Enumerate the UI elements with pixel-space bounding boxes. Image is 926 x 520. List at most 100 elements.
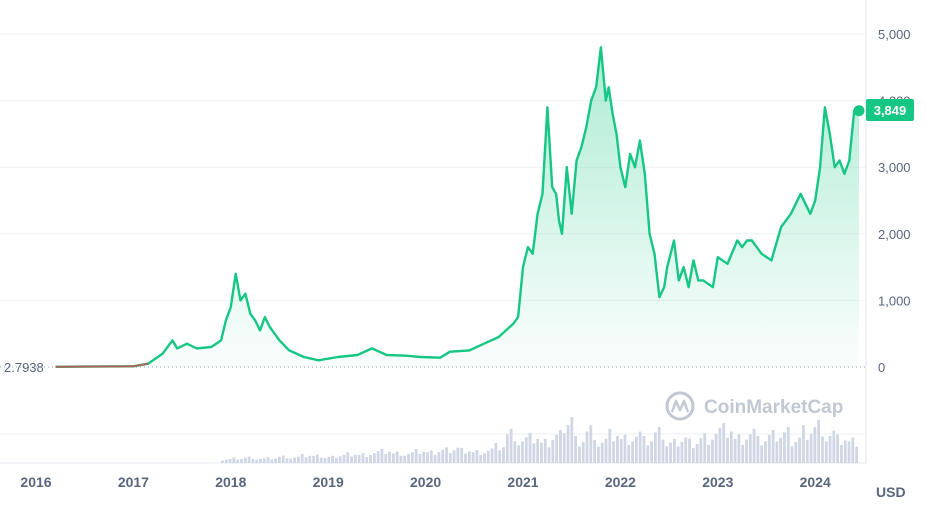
volume-bar <box>524 437 528 463</box>
volume-bar <box>437 452 441 463</box>
volume-bar <box>475 450 479 463</box>
volume-bar <box>243 457 247 463</box>
volume-bar <box>456 447 460 463</box>
volume-bar <box>433 454 437 463</box>
volume-bar <box>410 452 414 463</box>
volume-bar <box>532 443 536 463</box>
volume-bar <box>429 450 433 463</box>
volume-bar <box>255 459 259 463</box>
volume-bar <box>418 454 422 463</box>
volume-bar <box>847 441 851 463</box>
volume-bar <box>578 446 581 463</box>
volume-bar <box>855 446 859 463</box>
volume-bar <box>779 437 783 463</box>
volume-bar <box>426 452 429 463</box>
volume-bar <box>703 433 707 463</box>
volume-bar <box>517 445 521 463</box>
volume-bar <box>407 453 410 463</box>
y-tick-label: 1,000 <box>878 293 911 308</box>
volume-bar <box>627 445 631 463</box>
volume-bar <box>722 423 726 463</box>
volume-bar <box>688 438 691 463</box>
volume-bar <box>798 437 802 463</box>
volume-bar <box>562 433 566 463</box>
volume-bar <box>665 446 669 463</box>
volume-bar <box>748 434 752 463</box>
volume-bar <box>714 433 718 463</box>
start-price-label: 2.7938 <box>4 360 44 375</box>
volume-bar <box>285 458 289 463</box>
x-tick-label: 2023 <box>702 474 733 490</box>
volume-bar <box>646 445 650 463</box>
volume-bar <box>566 425 570 463</box>
volume-bar <box>464 453 467 463</box>
volume-bar <box>441 449 445 463</box>
volume-bar <box>224 459 228 463</box>
volume-bar <box>642 436 646 463</box>
volume-bar <box>710 439 714 463</box>
volume-bar <box>327 456 331 463</box>
volume-bar <box>840 445 843 463</box>
volume-bar <box>262 458 266 463</box>
volume-bar <box>570 417 574 463</box>
volume-bar <box>403 455 407 463</box>
volume-bar <box>350 456 353 463</box>
volume-bar <box>445 447 448 463</box>
price-series-early-segment <box>55 362 149 368</box>
volume-bar <box>467 451 471 463</box>
volume-bar <box>741 445 745 463</box>
x-tick-label: 2022 <box>605 474 636 490</box>
volume-bar <box>452 450 456 463</box>
x-tick-label: 2021 <box>507 474 538 490</box>
volume-bar <box>805 439 809 463</box>
volume-bar <box>528 433 532 463</box>
volume-bar <box>745 439 748 463</box>
volume-bar <box>604 438 608 463</box>
volume-bar <box>669 442 672 463</box>
volume-bar <box>756 436 760 463</box>
volume-bar <box>619 439 623 463</box>
volume-bar <box>809 433 813 463</box>
volume-bar <box>289 458 293 463</box>
volume-bar <box>615 436 619 463</box>
volume-bar <box>414 449 418 463</box>
volume-bar <box>783 432 786 463</box>
current-price-tag: 3,849 <box>853 99 914 121</box>
volume-bar <box>361 453 365 463</box>
price-area-fill <box>55 47 859 368</box>
volume-bar <box>559 430 562 463</box>
volume-bar <box>581 442 585 463</box>
grid-lines <box>0 0 867 464</box>
x-tick-label: 2018 <box>215 474 246 490</box>
volume-bar <box>266 457 270 463</box>
x-tick-label: 2019 <box>313 474 344 490</box>
volume-bar <box>790 446 794 463</box>
volume-bar <box>589 425 593 463</box>
x-tick-label: 2017 <box>118 474 149 490</box>
volume-bar <box>786 427 790 463</box>
y-tick-label: 0 <box>878 360 885 375</box>
volume-bar <box>828 436 832 463</box>
volume-bar <box>574 436 578 463</box>
volume-bar <box>638 431 642 463</box>
current-price-badge <box>866 99 914 121</box>
volume-bar <box>376 451 380 463</box>
volume-bar <box>653 432 657 463</box>
volume-bar <box>270 459 274 463</box>
volume-bar <box>479 455 483 463</box>
x-axis: 2016 2017 2018 2019 2020 2021 2022 2023 2024 <box>20 474 831 490</box>
volume-bar <box>551 439 555 463</box>
volume-bar <box>486 450 490 463</box>
volume-bar <box>502 447 505 463</box>
volume-bar <box>384 454 388 463</box>
volume-bar <box>752 428 756 463</box>
volume-bar <box>813 427 817 463</box>
x-tick-label: 2016 <box>20 474 51 490</box>
volume-bar <box>247 456 251 463</box>
volume-bar <box>365 457 369 463</box>
volume-bar <box>684 437 688 463</box>
volume-bar <box>300 454 304 463</box>
volume-bar <box>399 455 403 463</box>
volume-bar <box>764 441 767 463</box>
